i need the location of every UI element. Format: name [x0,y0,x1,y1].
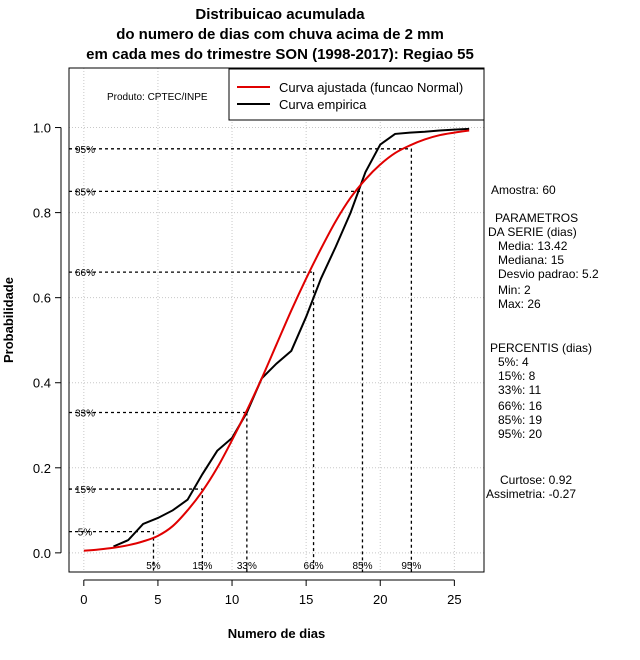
param-median: Mediana: 15 [498,253,565,267]
sample-size: Amostra: 60 [491,183,556,197]
legend: Curva ajustada (funcao Normal) Curva emp… [228,68,485,121]
y-tick-label: 0.6 [33,291,51,306]
param-mean: Media: 13.42 [498,239,568,253]
chart-title-line-3: em cada mes do trimestre SON (1998-2017)… [86,46,474,63]
chart-title-line-1: Distribuicao acumulada [195,6,365,23]
grid-layer [69,68,484,572]
chart-title-line-2: do numero de dias com chuva acima de 2 m… [116,26,444,43]
percentile-label-x: 85% [352,561,372,572]
percentis-heading: PERCENTIS (dias) [490,341,593,355]
percentile-label-x: 66% [304,561,324,572]
percentile-label-x: 95% [401,561,421,572]
skewness: Assimetria: -0.27 [486,487,577,501]
percentile-label-y: 5% [78,528,93,539]
percentile-label-x: 5% [146,561,161,572]
x-tick-label: 10 [225,592,239,607]
series-layer [83,127,470,552]
x-axis-label: Numero de dias [228,626,326,641]
percentile-label-x: 33% [237,561,257,572]
percentile-label-y: 15% [75,485,95,496]
percentile-guides: 5% 5% 15% 15% 33% 33% 66% 66% 85% 85% 95% 95% [69,145,421,572]
legend-label-fitted: Curva ajustada (funcao Normal) [279,80,463,95]
percentil-5: 5%: 4 [498,355,529,369]
param-max: Max: 26 [498,297,541,311]
y-tick-label: 0.0 [33,546,51,561]
percentil-66: 66%: 16 [498,399,543,413]
params-heading-2: DA SERIE (dias) [488,225,577,239]
percentile-label-y: 33% [75,409,95,420]
percentile-label-x: 15% [192,561,212,572]
percentil-85: 85%: 19 [498,413,543,427]
y-axis-label: Probabilidade [1,277,16,363]
y-tick-label: 0.4 [33,376,51,391]
percentil-33: 33%: 11 [498,383,542,397]
series-fitted-line [83,129,470,552]
credit-text: Produto: CPTEC/INPE [107,92,208,103]
params-heading-1: PARAMETROS [495,211,579,225]
y-tick-label: 1.0 [33,121,51,136]
y-tick-label: 0.8 [33,206,51,221]
x-tick-label: 20 [373,592,387,607]
percentil-95: 95%: 20 [498,427,543,441]
x-tick-label: 25 [447,592,461,607]
legend-box [228,68,485,121]
percentile-label-y: 95% [75,145,95,156]
kurtosis: Curtose: 0.92 [500,473,573,487]
param-std: Desvio padrao: 5.2 [498,267,599,281]
x-tick-label: 15 [299,592,313,607]
x-tick-label: 0 [80,592,87,607]
percentile-label-y: 85% [75,187,95,198]
axes: 0 5 10 15 20 25 0.0 0.2 0.4 0.6 0.8 1.0 [33,121,462,607]
y-tick-label: 0.2 [33,461,51,476]
percentile-label-y: 66% [75,268,95,279]
plot-frame [68,67,485,573]
percentil-15: 15%: 8 [498,369,536,383]
series-empirical-line [113,127,470,548]
param-min: Min: 2 [498,283,531,297]
legend-label-empirical: Curva empirica [279,97,367,112]
x-tick-label: 5 [154,592,161,607]
